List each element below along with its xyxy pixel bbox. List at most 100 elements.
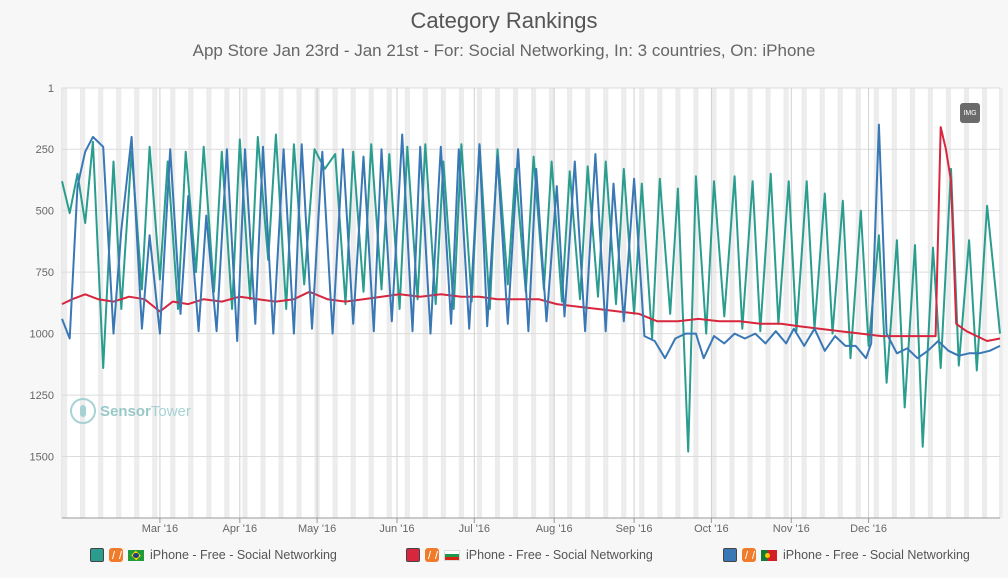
weekend-stripe: [404, 88, 408, 518]
flag-br-icon: [128, 549, 144, 561]
x-tick-label: Dec '16: [850, 523, 887, 535]
weekend-stripe: [948, 88, 952, 518]
x-tick-label: Nov '16: [773, 523, 810, 535]
weekend-stripe: [497, 88, 501, 518]
weekend-stripe: [912, 88, 915, 518]
x-tick-label: Jun '16: [379, 523, 414, 535]
legend-item-bulgaria[interactable]: iPhone - Free - Social Networking: [406, 548, 653, 562]
weekend-stripe: [639, 88, 642, 518]
weekend-stripe: [296, 88, 300, 518]
weekend-stripe: [930, 88, 933, 518]
weekend-stripe: [242, 88, 245, 518]
weekend-stripe: [713, 88, 717, 518]
weekend-stripe: [750, 88, 753, 518]
weekend-stripe: [224, 88, 227, 518]
legend-item-brazil[interactable]: iPhone - Free - Social Networking: [90, 548, 337, 562]
weekend-stripe: [786, 88, 789, 518]
chart-legend: iPhone - Free - Social Networking iPhone…: [0, 548, 1008, 568]
weekend-stripe: [1000, 88, 1003, 518]
weekend-stripe: [894, 88, 897, 518]
weekend-stripe: [335, 88, 338, 518]
weekend-stripe: [711, 88, 714, 518]
weekend-stripe: [134, 88, 137, 518]
weekend-stripe: [407, 88, 410, 518]
weekend-stripe: [386, 88, 390, 518]
weekend-stripe: [263, 88, 266, 518]
watermark-text-a: Sensor: [100, 402, 151, 420]
weekend-stripe: [533, 88, 537, 518]
weekend-stripe: [858, 88, 861, 518]
legend-swatch: [723, 548, 737, 562]
legend-label: iPhone - Free - Social Networking: [466, 548, 653, 562]
x-tick-label: Aug '16: [536, 523, 573, 535]
weekend-stripe: [479, 88, 483, 518]
y-tick-label: 1250: [30, 390, 54, 402]
weekend-stripe: [260, 88, 263, 518]
legend-item-portugal[interactable]: iPhone - Free - Social Networking: [723, 548, 970, 562]
chart-subtitle: App Store Jan 23rd - Jan 21st - For: Soc…: [192, 41, 816, 60]
weekend-stripe: [873, 88, 877, 518]
x-tick-label: Oct '16: [694, 523, 729, 535]
weekend-stripe: [659, 88, 663, 518]
weekend-stripe: [747, 88, 751, 518]
series-line-2: [61, 123, 1001, 360]
weekend-stripe: [783, 88, 787, 518]
weekend-stripe: [984, 88, 988, 518]
weekend-stripe: [494, 88, 498, 518]
weekend-stripe: [801, 88, 805, 518]
weekend-stripe: [278, 88, 282, 518]
x-tick-label: Mar '16: [142, 523, 178, 535]
weekend-stripe: [512, 88, 516, 518]
weekend-stripe: [118, 88, 122, 518]
weekend-stripe: [876, 88, 879, 518]
legend-swatch: [90, 548, 104, 562]
weekend-stripe: [732, 88, 735, 518]
weekend-stripe: [152, 88, 155, 518]
weekend-stripe: [317, 88, 320, 518]
weekend-stripe: [819, 88, 823, 518]
weekend-stripe: [855, 88, 859, 518]
series-line-1: [61, 126, 1001, 342]
weekend-stripe: [531, 88, 534, 518]
legend-label: iPhone - Free - Social Networking: [783, 548, 970, 562]
weekend-stripe: [768, 88, 771, 518]
weekend-stripe: [100, 88, 104, 518]
weekend-stripe: [587, 88, 591, 518]
app-store-icon: [109, 548, 123, 562]
weekend-stripe: [693, 88, 696, 518]
weekend-stripe: [963, 88, 967, 518]
flag-pt-icon: [761, 549, 777, 561]
weekend-stripe: [314, 88, 318, 518]
app-store-icon: [742, 548, 756, 562]
y-tick-label: 750: [36, 267, 54, 279]
weekend-stripe: [299, 88, 302, 518]
weekend-stripe: [966, 88, 970, 518]
weekend-stripe: [569, 88, 573, 518]
weekend-stripe: [927, 88, 931, 518]
weekend-stripe: [440, 88, 444, 518]
weekend-stripe: [945, 88, 949, 518]
weekend-stripe: [206, 88, 209, 518]
weekend-stripe: [822, 88, 825, 518]
weekend-stripe: [476, 88, 480, 518]
weekend-stripe: [458, 88, 462, 518]
weekend-stripe: [765, 88, 769, 518]
y-tick-label: 500: [36, 206, 54, 218]
weekend-stripe: [695, 88, 699, 518]
weekend-stripe: [368, 88, 372, 518]
weekend-stripe: [116, 88, 119, 518]
weekend-stripe: [443, 88, 446, 518]
weekend-stripe: [80, 88, 83, 518]
legend-swatch: [406, 548, 420, 562]
weekend-stripe: [677, 88, 681, 518]
sensortower-watermark: Sensor Tower: [70, 398, 191, 424]
weekend-stripe: [281, 88, 284, 518]
weekend-stripe: [136, 88, 140, 518]
x-tick-label: Jul '16: [459, 523, 490, 535]
x-tick-label: Apr '16: [223, 523, 258, 535]
weekend-stripe: [657, 88, 660, 518]
weekend-stripe: [567, 88, 570, 518]
image-export-button[interactable]: IMG: [960, 103, 980, 123]
weekend-stripe: [515, 88, 519, 518]
weekend-stripe: [461, 88, 464, 518]
